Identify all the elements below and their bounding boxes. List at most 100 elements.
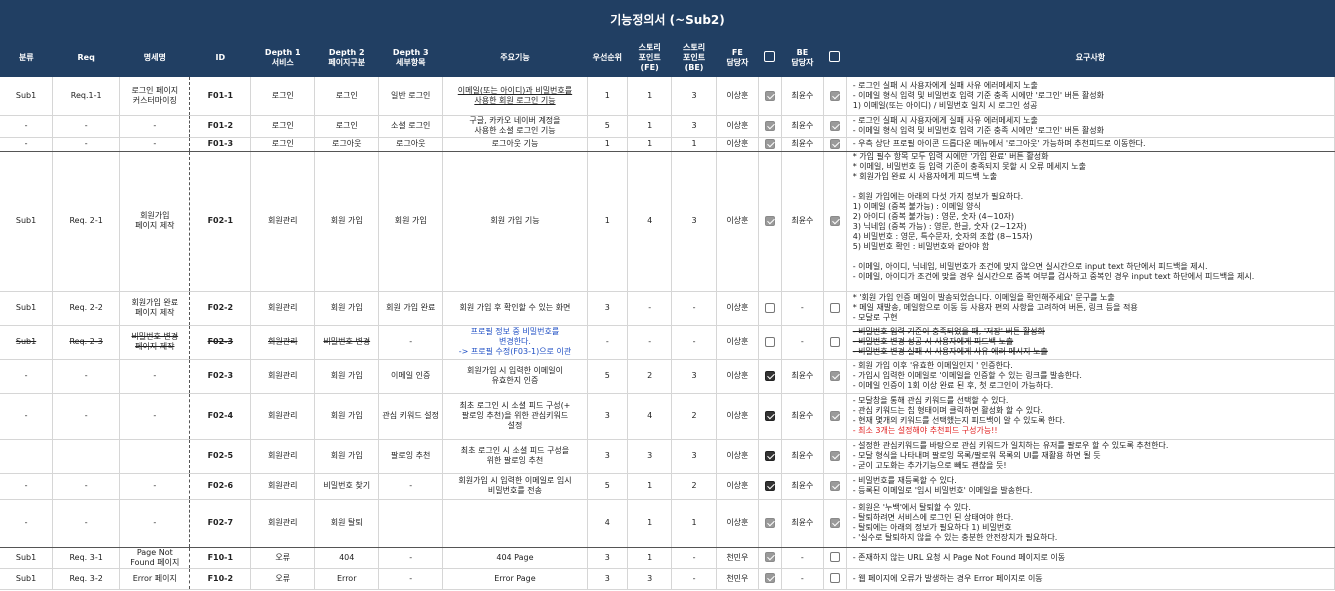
cell-bechk[interactable]	[823, 137, 847, 152]
cell-fe: 이상훈	[716, 151, 760, 292]
checkbox-unchecked-icon[interactable]	[829, 573, 840, 584]
checkbox-checked-icon[interactable]	[764, 573, 775, 584]
spec-table: 분류 Req 명세명 ID Depth 1 서비스 Depth 2 페이지구분 …	[0, 38, 1335, 590]
cell-bechk[interactable]	[823, 151, 847, 292]
cell-cat: -	[0, 359, 54, 394]
table-row: F02-5 회원관리 회원 가입 팔로잉 추천 최초 로그인 시 소셜 피드 구성을 위…	[0, 439, 1335, 474]
cell-pri: 1	[587, 151, 628, 292]
cell-text: -	[153, 518, 157, 527]
cell-text: 이메일 인증	[391, 371, 431, 380]
checkbox-checked-icon[interactable]	[764, 215, 775, 226]
cell-text: 3	[691, 90, 697, 100]
cell-text: 이상훈	[726, 451, 749, 460]
checkbox-checked-icon[interactable]	[764, 120, 775, 131]
cell-bechk[interactable]	[823, 393, 847, 440]
cell-fechk[interactable]	[758, 77, 782, 116]
cell-bechk[interactable]	[823, 568, 847, 590]
cell-bechk[interactable]	[823, 115, 847, 138]
cell-text: 최윤수	[791, 90, 814, 100]
checkbox-checked-icon[interactable]	[829, 120, 840, 131]
cell-fechk[interactable]	[758, 359, 782, 394]
cell-bechk[interactable]	[823, 439, 847, 474]
checkbox-checked-icon[interactable]	[829, 138, 840, 149]
cell-text: 팔로잉 추천	[391, 451, 431, 460]
cell-fechk[interactable]	[758, 568, 782, 590]
cell-text: 3	[691, 216, 697, 225]
cell-reqs: - 회원은 '누백'에서 탈퇴할 수 있다. - 탈퇴하려면 서비스에 로그인 …	[846, 499, 1335, 548]
cell-spec: -	[119, 473, 191, 500]
checkbox-checked-icon[interactable]	[764, 552, 775, 563]
checkbox-checked-icon[interactable]	[764, 90, 775, 101]
cell-fe: 이상훈	[716, 137, 760, 152]
checkbox-checked-icon[interactable]	[829, 90, 840, 101]
checkbox-checked-icon[interactable]	[764, 517, 775, 528]
cell-text: -	[153, 481, 157, 490]
cell-req: -	[52, 115, 121, 138]
checkbox-checked-icon[interactable]	[764, 138, 775, 149]
cell-text: F01-3	[207, 139, 234, 148]
cell-spec: -	[119, 393, 191, 440]
checkbox-unchecked-icon[interactable]	[764, 302, 775, 313]
cell-text: 로그인	[271, 139, 294, 148]
cell-text: -	[24, 411, 28, 420]
cell-bechk[interactable]	[823, 77, 847, 116]
checkbox-checked-icon[interactable]	[764, 410, 775, 421]
cell-spbe: 1	[671, 137, 717, 152]
cell-bechk[interactable]	[823, 325, 847, 360]
checkbox-checked-icon[interactable]	[764, 370, 775, 381]
cell-d3: -	[378, 325, 444, 360]
checkbox-unchecked-icon[interactable]	[829, 336, 840, 347]
checkbox-checked-icon[interactable]	[829, 410, 840, 421]
checkbox-checked-icon[interactable]	[829, 370, 840, 381]
cell-fechk[interactable]	[758, 151, 782, 292]
cell-fechk[interactable]	[758, 325, 782, 360]
cell-reqs: * 가입 필수 항목 모두 입력 시에만 '가입 완료' 버튼 활성화 * 이메…	[846, 151, 1335, 292]
checkbox-checked-icon[interactable]	[764, 450, 775, 461]
cell-spbe: -	[671, 325, 717, 360]
cell-fechk[interactable]	[758, 499, 782, 548]
cell-text: 1	[691, 139, 697, 148]
cell-bechk[interactable]	[823, 547, 847, 569]
cell-fechk[interactable]	[758, 291, 782, 326]
cell-bechk[interactable]	[823, 359, 847, 394]
cell-text: 회원 탈퇴	[330, 518, 363, 527]
cell-spfe: 4	[627, 393, 673, 440]
cell-fechk[interactable]	[758, 547, 782, 569]
cell-text: -	[153, 121, 157, 130]
checkbox-checked-icon[interactable]	[829, 450, 840, 461]
cell-reqs: - 웹 페이지에 오류가 발생하는 경우 Error 페이지로 이동	[846, 568, 1335, 590]
cell-text: 회원 가입	[330, 451, 363, 460]
cell-text: 3	[604, 552, 610, 562]
cell-text: 3	[691, 451, 697, 460]
cell-d3: 회원 가입 완료	[378, 291, 444, 326]
checkbox-checked-icon[interactable]	[764, 480, 775, 491]
cell-spec: -	[119, 115, 191, 138]
cell-text: 최초 로그인 시 소셜 피드 구성을 위한 팔로잉 추천	[460, 446, 570, 465]
cell-text: F02-6	[207, 481, 234, 490]
cell-fechk[interactable]	[758, 115, 782, 138]
checkbox-unchecked-icon[interactable]	[829, 552, 840, 563]
cell-bechk[interactable]	[823, 291, 847, 326]
cell-bechk[interactable]	[823, 473, 847, 500]
checkbox-checked-icon[interactable]	[829, 215, 840, 226]
checkbox-checked-icon[interactable]	[829, 517, 840, 528]
checkbox-unchecked-icon[interactable]	[764, 336, 775, 347]
cell-fe: 이상훈	[716, 115, 760, 138]
cell-text: 로그아웃 기능	[491, 139, 539, 148]
checkbox-checked-icon[interactable]	[829, 480, 840, 491]
cell-req: -	[52, 393, 121, 440]
table-row: Sub1 Req. 2-1 회원가입 페이지 제작 F02-1 회원관리 회원 가입 회원 …	[0, 151, 1335, 292]
cell-func: 프로필 정보 중 비밀번호를 변경한다. -> 프로필 수정(F03-1)으로 …	[442, 325, 588, 360]
cell-bechk[interactable]	[823, 499, 847, 548]
table-row: - - - F02-3 회원관리 회원 가입 이메일 인증 회원가입 시 입력한 이메일이 유…	[0, 359, 1335, 394]
cell-fechk[interactable]	[758, 473, 782, 500]
cell-text: -	[24, 518, 28, 527]
cell-fechk[interactable]	[758, 137, 782, 152]
cell-fechk[interactable]	[758, 439, 782, 474]
cell-be: 최윤수	[781, 393, 825, 440]
checkbox-unchecked-icon[interactable]	[829, 302, 840, 313]
cell-text: 최초 로그인 시 소셜 피드 구성(+ 팔로잉 추천)을 위한 관심키워드 설정	[459, 401, 571, 430]
cell-fechk[interactable]	[758, 393, 782, 440]
cell-text: 구글, 카카오 네이버 계정을 사용한 소셜 로그인 기능	[469, 116, 561, 135]
cell-spfe: 1	[627, 77, 673, 116]
